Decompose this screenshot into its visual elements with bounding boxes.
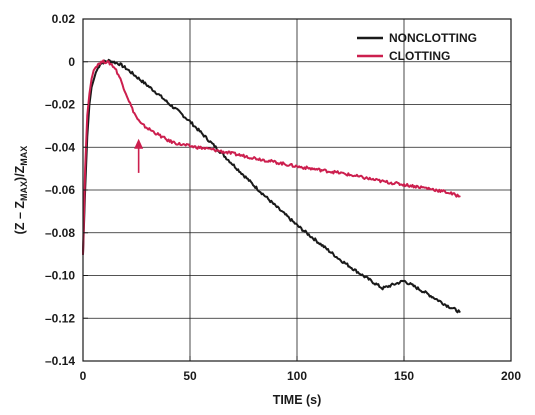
y-tick-label: –0.10	[45, 269, 75, 283]
x-tick-label: 200	[501, 369, 521, 383]
y-tick-label: 0.02	[52, 12, 76, 26]
y-tick-label: –0.14	[45, 354, 75, 368]
y-tick-label: –0.02	[45, 98, 75, 112]
legend-label: CLOTTING	[389, 49, 450, 63]
x-axis-title: TIME (s)	[273, 393, 322, 407]
y-tick-labels: 0.02 0 –0.02 –0.04 –0.06 –0.08 –0.10 –0.12 –0.14	[45, 12, 75, 368]
grid-lines	[82, 18, 512, 362]
series-layer	[82, 58, 461, 314]
y-axis-title-prefix: (Z – Z	[13, 201, 27, 235]
x-tick-label: 50	[183, 369, 197, 383]
series-line-clotting	[82, 59, 461, 256]
x-tick-label: 0	[80, 369, 87, 383]
tick-marks	[82, 18, 512, 362]
y-tick-label: 0	[68, 55, 75, 69]
legend-item-nonclotting: NONCLOTTING	[357, 31, 477, 45]
arrow-head	[134, 138, 144, 149]
series-line-nonclotting	[82, 58, 461, 314]
x-tick-label: 150	[394, 369, 414, 383]
y-tick-label: –0.08	[45, 226, 75, 240]
legend-label: NONCLOTTING	[389, 31, 477, 45]
y-axis-title-sub2: MAX	[19, 146, 29, 166]
legend-item-clotting: CLOTTING	[357, 49, 450, 63]
legend: NONCLOTTING CLOTTING	[357, 31, 477, 63]
y-axis-title-sub1: MAX	[19, 181, 29, 201]
y-tick-label: –0.04	[45, 140, 75, 154]
y-axis-title: (Z – ZMAX)/ZMAX	[13, 146, 29, 235]
x-tick-labels: 0 50 100 150 200	[80, 369, 522, 383]
x-tick-label: 100	[287, 369, 307, 383]
y-tick-label: –0.12	[45, 311, 75, 325]
y-axis-title-mid: )/Z	[13, 165, 27, 181]
annotation-layer	[134, 138, 144, 173]
annotation-arrow	[134, 138, 144, 173]
y-tick-label: –0.06	[45, 183, 75, 197]
